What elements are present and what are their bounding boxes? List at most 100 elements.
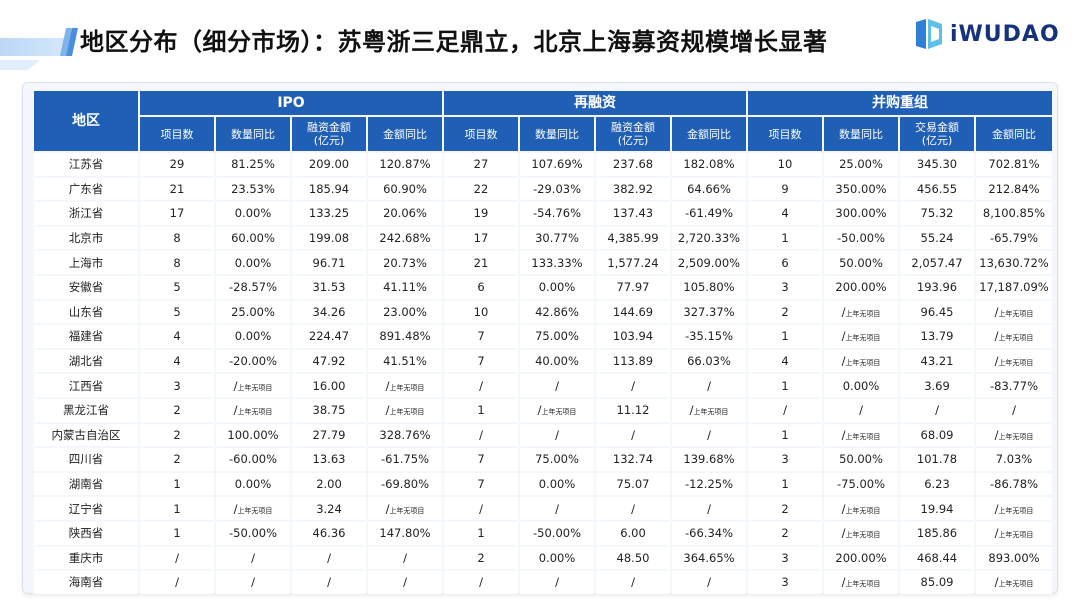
table-cell: /上年无项目 — [368, 374, 442, 397]
region-name-cell: 湖北省 — [34, 349, 138, 373]
table-cell: 328.76% — [368, 423, 442, 447]
table-cell: / — [596, 423, 670, 447]
table-cell: /上年无项目 — [216, 497, 290, 520]
column-header: 项目数 — [444, 117, 518, 151]
table-cell: 3 — [748, 571, 822, 594]
brand-logo: iWUDAO — [914, 18, 1060, 50]
table-cell: 19.94 — [900, 497, 974, 520]
table-cell: 55.24 — [900, 226, 974, 250]
table-cell: 1 — [748, 325, 822, 348]
table-cell: / — [368, 571, 442, 594]
table-cell: 185.94 — [292, 177, 366, 201]
table-cell: /上年无项目 — [824, 497, 898, 520]
table-row: 福建省 4 0.00% 224.47 891.48% 7 75.00% 103.94 -35.1… — [34, 325, 1052, 348]
table-cell: 1,577.24 — [596, 251, 670, 274]
table-cell: 224.47 — [292, 325, 366, 348]
table-cell: 13.63 — [292, 448, 366, 471]
column-header: 项目数 — [140, 117, 214, 151]
table-cell: 2 — [748, 521, 822, 545]
table-cell: 133.25 — [292, 202, 366, 225]
region-name-cell: 海南省 — [34, 571, 138, 594]
title-decoration — [0, 38, 78, 56]
table-cell: / — [596, 571, 670, 594]
table-cell: /上年无项目 — [976, 571, 1052, 594]
table-cell: -61.49% — [672, 202, 746, 225]
column-header: 金额同比 — [976, 117, 1052, 151]
table-row: 四川省 2 -60.00% 13.63 -61.75% 7 75.00% 132.74 139.… — [34, 448, 1052, 471]
table-cell: /上年无项目 — [368, 398, 442, 422]
region-name-cell: 湖南省 — [34, 472, 138, 496]
title-decoration-secondary — [0, 60, 40, 70]
table-cell: 4,385.99 — [596, 226, 670, 250]
table-cell: /上年无项目 — [520, 398, 594, 422]
table-cell: 300.00% — [824, 202, 898, 225]
table-cell: 10 — [748, 153, 822, 176]
table-cell: 100.00% — [216, 423, 290, 447]
table-cell: /上年无项目 — [368, 497, 442, 520]
table-cell: 13,630.72% — [976, 251, 1052, 274]
column-header: 金额同比 — [672, 117, 746, 151]
table-cell: 327.37% — [672, 300, 746, 324]
table-cell: 182.08% — [672, 153, 746, 176]
table-cell: 5 — [140, 275, 214, 299]
table-cell: 75.00% — [520, 325, 594, 348]
region-name-cell: 广东省 — [34, 177, 138, 201]
table-cell: 96.45 — [900, 300, 974, 324]
table-cell: 120.87% — [368, 153, 442, 176]
table-cell: 50.00% — [824, 448, 898, 471]
column-header: 数量同比 — [520, 117, 594, 151]
table-cell: 42.86% — [520, 300, 594, 324]
table-cell: / — [520, 571, 594, 594]
table-cell: 27.79 — [292, 423, 366, 447]
table-cell: 199.08 — [292, 226, 366, 250]
table-cell: 101.78 — [900, 448, 974, 471]
table-cell: 193.96 — [900, 275, 974, 299]
table-cell: /上年无项目 — [976, 300, 1052, 324]
table-cell: / — [520, 497, 594, 520]
region-name-cell: 内蒙古自治区 — [34, 423, 138, 447]
table-cell: 3.24 — [292, 497, 366, 520]
table-cell: 17 — [444, 226, 518, 250]
table-cell: 40.00% — [520, 349, 594, 373]
table-cell: 1 — [140, 472, 214, 496]
table-row: 陕西省 1 -50.00% 46.36 147.80% 1 -50.00% 6.00 -66.3… — [34, 521, 1052, 545]
table-cell: 41.11% — [368, 275, 442, 299]
table-cell: /上年无项目 — [824, 349, 898, 373]
table-cell: /上年无项目 — [216, 398, 290, 422]
table-cell: 10 — [444, 300, 518, 324]
table-cell: 1 — [748, 472, 822, 496]
table-cell: -50.00% — [824, 226, 898, 250]
sub-header-row: 项目数 数量同比 融资金额 (亿元) 金额同比 项目数 数量同比 融资金额 (亿元) 金额同比 项目… — [34, 117, 1052, 151]
table-cell: 8 — [140, 226, 214, 250]
table-cell: 23.53% — [216, 177, 290, 201]
table-cell: /上年无项目 — [824, 521, 898, 545]
column-header: 融资金额 (亿元) — [292, 117, 366, 151]
region-name-cell: 江西省 — [34, 374, 138, 397]
table-cell: 23.00% — [368, 300, 442, 324]
logo-text: iWUDAO — [950, 21, 1060, 47]
table-row: 江西省 3/上年无项目 16.00/上年无项目 / / //1 0.00% 3.69 -83.7… — [34, 374, 1052, 397]
table-cell: / — [748, 398, 822, 422]
table-cell: 30.77% — [520, 226, 594, 250]
table-cell: 137.43 — [596, 202, 670, 225]
table-cell: -75.00% — [824, 472, 898, 496]
table-cell: -65.79% — [976, 226, 1052, 250]
refinancing-group-header: 再融资 — [444, 91, 746, 115]
table-cell: 3.69 — [900, 374, 974, 397]
table-cell: 209.00 — [292, 153, 366, 176]
table-cell: 68.09 — [900, 423, 974, 447]
table-cell: 7.03% — [976, 448, 1052, 471]
table-cell: / — [368, 546, 442, 570]
table-cell: 17,187.09% — [976, 275, 1052, 299]
table-row: 海南省 / / / / / / //3/上年无项目 85.09/上年无项目 — [34, 571, 1052, 594]
table-cell: 6 — [444, 275, 518, 299]
table-cell: 21 — [140, 177, 214, 201]
table-cell: 132.74 — [596, 448, 670, 471]
table-row: 安徽省 5 -28.57% 31.53 41.11% 6 0.00% 77.97 105.80%… — [34, 275, 1052, 299]
table-cell: 7 — [444, 448, 518, 471]
column-header: 交易金额 (亿元) — [900, 117, 974, 151]
table-row: 浙江省 17 0.00% 133.25 20.06% 19 -54.76% 137.43 -61… — [34, 202, 1052, 225]
table-row: 湖南省 1 0.00% 2.00 -69.80% 7 0.00% 75.07 -12.25% 1-… — [34, 472, 1052, 496]
table-row: 山东省 5 25.00% 34.26 23.00% 10 42.86% 144.69 327.3… — [34, 300, 1052, 324]
table-cell: /上年无项目 — [976, 325, 1052, 348]
